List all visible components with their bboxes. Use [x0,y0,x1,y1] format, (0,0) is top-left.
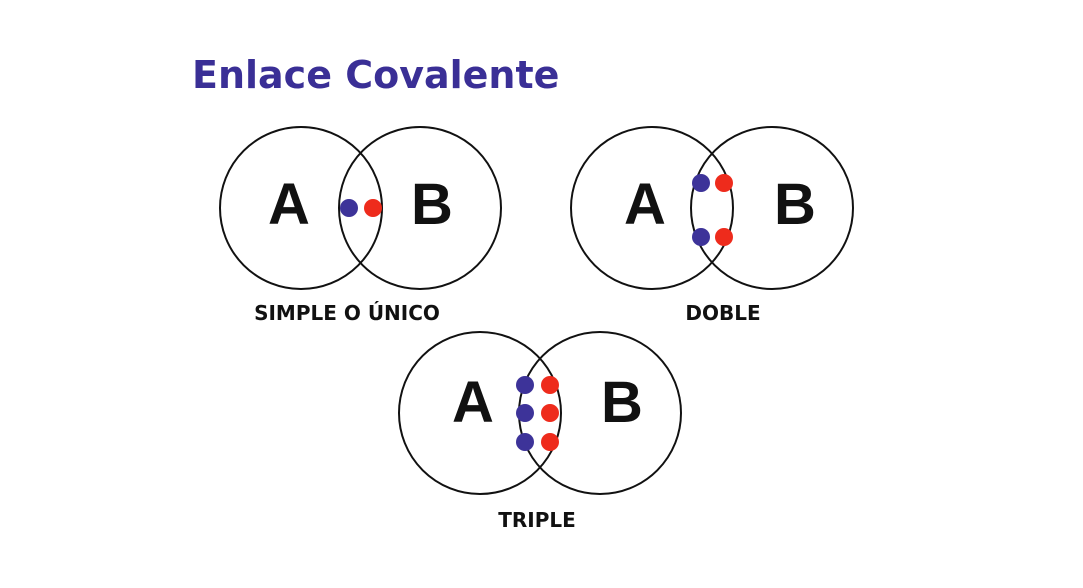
shared-electrons [516,376,559,451]
page-title: Enlace Covalente [192,53,559,97]
atom-b-circle [690,126,854,290]
electron-a [692,174,710,192]
atom-b-circle [338,126,502,290]
electron-a [516,376,534,394]
electron-a [516,433,534,451]
atom-b-label: B [774,172,816,237]
electron-b [715,228,733,246]
electron-b [541,433,559,451]
atom-a-label: A [452,370,494,435]
electron-b [715,174,733,192]
bond-caption: DOBLE [685,301,760,325]
double-bond-diagram: A B DOBLE [570,126,854,325]
atom-b-label: B [601,370,643,435]
electron-a [516,404,534,422]
electron-a [692,228,710,246]
triple-bond-diagram: A B TRIPLE [398,331,682,532]
electron-a [340,199,358,217]
single-bond-diagram: A B SIMPLE O ÚNICO [219,126,502,325]
electron-b [541,376,559,394]
atom-a-label: A [624,172,666,237]
shared-electrons [340,199,382,217]
electron-b [364,199,382,217]
bond-caption: SIMPLE O ÚNICO [254,301,440,325]
atom-a-circle [398,331,562,495]
electron-b [541,404,559,422]
atom-b-label: B [411,172,453,237]
bond-caption: TRIPLE [498,508,576,532]
atom-a-label: A [268,172,310,237]
shared-electrons [692,174,733,246]
atom-a-circle [570,126,734,290]
